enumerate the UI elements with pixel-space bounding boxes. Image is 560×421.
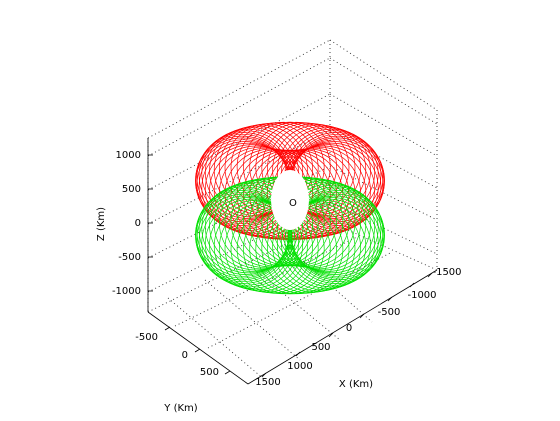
z-tick-label: 1000 [116, 150, 141, 161]
x-tick-label: -500 [378, 307, 401, 318]
axes-box [147, 138, 438, 385]
y-tick [224, 370, 231, 375]
axes-grid [147, 39, 438, 381]
orbit-loop [196, 186, 291, 277]
x-axis: -1500 -1000 -500 0 500 1000 1500 X (Km) [255, 267, 461, 390]
x-tick [295, 351, 301, 357]
orbit-loop [219, 123, 313, 214]
orbit-loop [291, 190, 385, 281]
x-tick-label: 1000 [287, 361, 312, 372]
y-axis: -500 0 500 Y (Km) [135, 326, 231, 414]
grid-line [147, 39, 331, 139]
x-axis-line [247, 269, 438, 385]
x-tick-label: 1500 [255, 377, 280, 388]
green-orbit-series [195, 170, 385, 295]
grid-line [244, 261, 341, 341]
y-tick [194, 348, 201, 353]
orbit-loop [219, 178, 313, 269]
grid-line [207, 251, 393, 349]
orbit-loop [213, 179, 308, 270]
orbit-loop [213, 201, 308, 292]
x-tick [359, 313, 365, 319]
y-axis-line [147, 311, 249, 385]
grid-line [329, 57, 438, 125]
z-tick-label: -1000 [112, 286, 141, 297]
x-tick-label: -1000 [407, 290, 436, 301]
x-tick [387, 296, 393, 302]
orbit-loop [290, 188, 385, 279]
y-tick-label: -500 [135, 332, 158, 343]
x-tick-label: 500 [311, 342, 330, 353]
z-tick-label: 0 [135, 218, 141, 229]
x-tick-label: -1500 [432, 267, 461, 278]
z-axis-label: Z (Km) [96, 207, 107, 241]
orbit-loop [195, 191, 290, 283]
y-tick-label: 0 [182, 350, 188, 361]
x-tick [427, 272, 433, 278]
origin-label: O [289, 198, 297, 209]
z-tick-label: 500 [122, 184, 141, 195]
grid-line [329, 93, 438, 157]
orbit-loop [284, 197, 379, 288]
orbit-loop [209, 200, 304, 291]
x-tick [409, 282, 415, 288]
grid-line [147, 57, 331, 157]
x-tick-label: 0 [346, 323, 352, 334]
orbit-loop [195, 190, 289, 281]
orbit-loop [276, 180, 371, 271]
x-axis-label: X (Km) [339, 379, 373, 390]
grid-line [329, 129, 438, 189]
z-tick-label: -500 [118, 252, 141, 263]
origin-hole [271, 170, 309, 230]
grid-line [284, 244, 373, 323]
x-tick [261, 372, 267, 378]
orbit-loop [267, 202, 361, 293]
y-axis-label: Y (Km) [163, 403, 197, 414]
grid-line [204, 279, 301, 361]
origin-marker: O [289, 198, 297, 209]
y-tick [164, 326, 171, 331]
grid-line [329, 39, 438, 111]
x-tick [328, 332, 334, 338]
z-axis: 1000 500 0 -500 -1000 Z (Km) [96, 150, 153, 297]
y-tick-label: 500 [200, 367, 219, 378]
